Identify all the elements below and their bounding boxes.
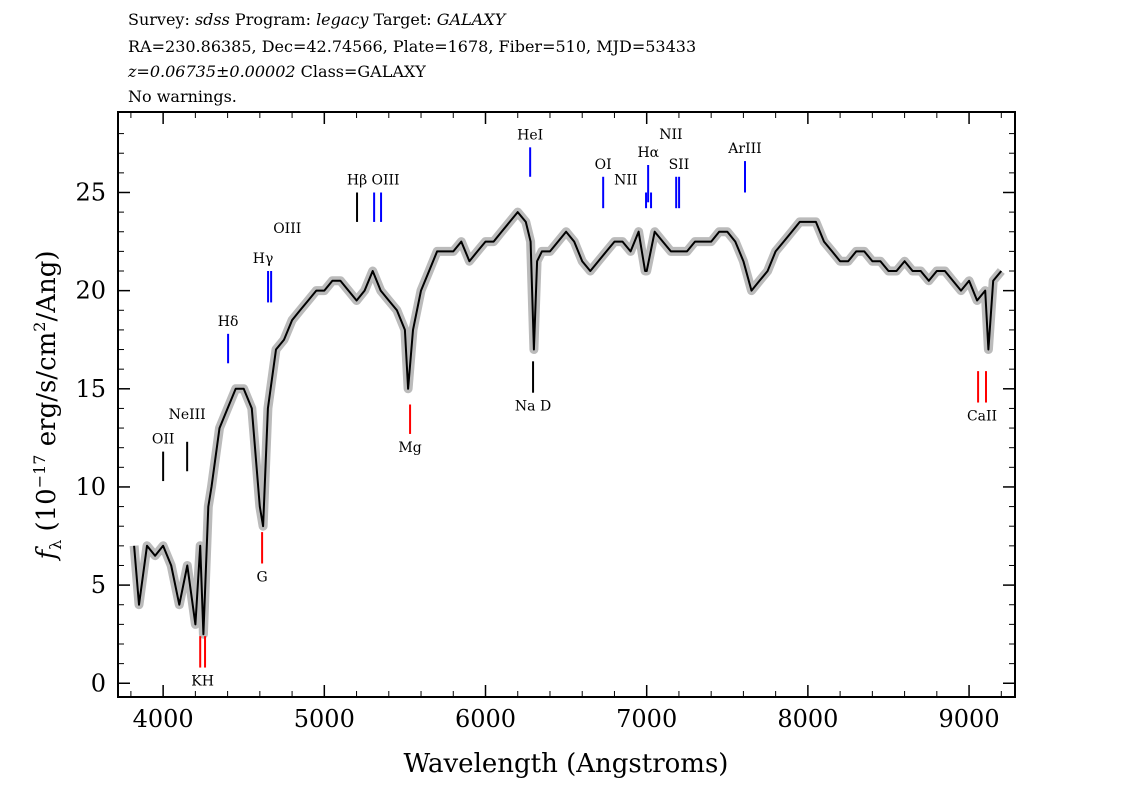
target-label: Target: — [373, 10, 432, 29]
emission-line-label: HeI — [517, 127, 543, 143]
y-tick-label: 5 — [91, 571, 106, 599]
y-tick-label: 25 — [75, 178, 106, 206]
absorption-line-label: G — [257, 570, 268, 586]
x-tick-label: 9000 — [939, 705, 1000, 733]
target-value: GALAXY — [436, 10, 506, 29]
x-tick-label: 7000 — [616, 705, 677, 733]
x-tick-label: 4000 — [133, 705, 194, 733]
y-tick-label: 10 — [75, 473, 106, 501]
emission-line-label: NII — [614, 172, 637, 188]
x-tick-label: 8000 — [777, 705, 838, 733]
survey-label: Survey: — [128, 10, 190, 29]
header-line-redshift: z=0.06735±0.00002 Class=GALAXY — [128, 62, 426, 81]
program-value: legacy — [316, 10, 369, 29]
x-tick-label: 5000 — [294, 705, 355, 733]
header-line-survey: Survey: sdss Program: legacy Target: GAL… — [128, 10, 505, 29]
absorption-line-label: KH — [191, 674, 214, 690]
emission-line-label: OIII — [273, 221, 301, 237]
y-tick-label: 20 — [75, 277, 106, 305]
plot-frame — [117, 111, 1016, 698]
header-line-coords: RA=230.86385, Dec=42.74566, Plate=1678, … — [128, 37, 697, 56]
y-axis-label-text: fλ (10−17 erg/s/cm2/Ang) — [30, 250, 65, 561]
y-tick-label: 15 — [75, 375, 106, 403]
program-label: Program: — [234, 10, 311, 29]
emission-line-label: OIII — [372, 172, 400, 188]
absorption-line-label: Na D — [515, 399, 551, 415]
survey-value: sdss — [194, 10, 230, 29]
absorption-line-label: Mg — [398, 440, 421, 456]
emission-line-label: OII — [152, 432, 175, 448]
emission-line-label: OI — [595, 157, 612, 173]
class-value: Class=GALAXY — [300, 62, 426, 81]
x-axis-label: Wavelength (Angstroms) — [404, 749, 729, 779]
emission-line-label: Hγ — [253, 251, 274, 267]
emission-line-label: NeIII — [169, 407, 206, 423]
emission-line-label: SII — [669, 157, 690, 173]
axes: 4000 5000 6000 7000 8000 9000 0 5 10 15 20 25 — [75, 112, 1015, 733]
header-line-warnings: No warnings. — [128, 87, 237, 106]
flux-series — [133, 211, 1003, 636]
y-tick-label: 0 — [91, 669, 106, 697]
emission-line-label: Hβ — [347, 172, 367, 188]
y-axis-label: fλ (10−17 erg/s/cm2/Ang) — [30, 250, 65, 561]
emission-line-label: Hα — [637, 145, 659, 161]
x-tick-label: 6000 — [455, 705, 516, 733]
emission-line-label: ArIII — [727, 141, 761, 157]
emission-line-label: Hδ — [218, 314, 239, 330]
emission-line-label: NII — [659, 127, 682, 143]
redshift-value: z=0.06735±0.00002 — [128, 62, 296, 81]
flux-line — [133, 211, 1003, 636]
absorption-line-label: CaII — [967, 409, 997, 425]
